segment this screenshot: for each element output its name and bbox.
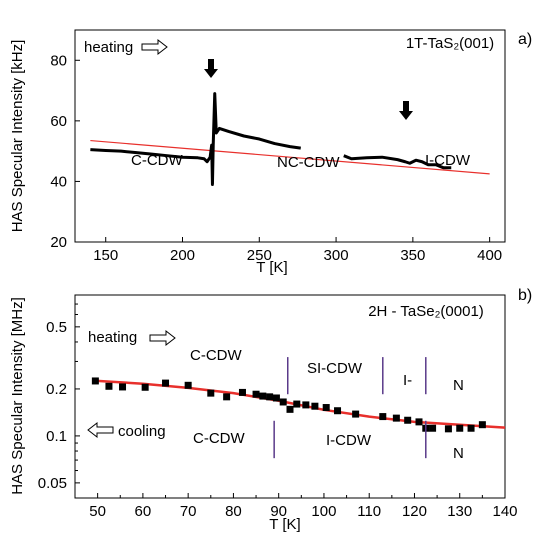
panel-a-ytick-label: 60 <box>50 113 67 130</box>
panel-b-heating-arrow-icon <box>149 329 176 347</box>
panel-a-heating-label: heating <box>84 39 133 56</box>
panel-b-xlabel: T [K] <box>269 516 300 533</box>
panel-b-xtick-label: 70 <box>180 503 197 520</box>
panel-b-data-point <box>392 414 400 422</box>
panel-b-data-point <box>404 416 412 424</box>
panel-a-xtick-label: 350 <box>400 247 425 264</box>
panel-b-data-point <box>272 394 280 402</box>
panel-b-ytick-label: 0.5 <box>46 319 67 336</box>
panel-b-data-point <box>259 392 267 400</box>
panel-b-data-point <box>184 381 192 389</box>
panel-b-cooling-phase-n: N <box>453 445 464 462</box>
panel-b-data-point <box>223 393 231 401</box>
panel-b-cooling-phase-c-cdw: C-CDW <box>193 430 245 447</box>
panel-a-phase-c-cdw: C-CDW <box>131 152 183 169</box>
panel-b-data-point <box>415 418 423 426</box>
panel-a-label: a) <box>518 31 532 48</box>
panel-a-xtick-label: 400 <box>477 247 502 264</box>
panel-a-fit-line <box>90 139 490 175</box>
panel-a-xtick-label: 150 <box>93 247 118 264</box>
panel-b-cooling-label: cooling <box>118 423 166 440</box>
panel-b-data-point <box>279 398 287 406</box>
panel-b-xtick-label: 50 <box>89 503 106 520</box>
panel-b-data-point <box>322 404 330 412</box>
panel-b-data-point <box>207 389 215 397</box>
panel-a-xlabel: T [K] <box>256 259 287 276</box>
panel-b-heating-phase-si-cdw: SI-CDW <box>307 360 363 377</box>
panel-b-ytick-label: 0.1 <box>46 428 67 445</box>
panel-b-cooling-annotation: cooling <box>87 421 166 440</box>
panel-b-data-point <box>311 402 319 410</box>
panel-b-data-point <box>302 401 310 409</box>
panel-b-data-point <box>238 388 246 396</box>
panel-b-xtick-label: 60 <box>135 503 152 520</box>
panel-a-sample-title: 1T-TaS₂(001) <box>406 35 494 52</box>
panel-b-xtick-label: 100 <box>311 503 336 520</box>
panel-b-heating-phase-c-cdw: C-CDW <box>190 347 242 364</box>
panel-b-xtick-label: 140 <box>492 503 517 520</box>
panel-b-data-point <box>379 413 387 421</box>
panel-a-ylabel: HAS Specular Intensity [kHz] <box>9 40 26 233</box>
panel-a-heating-annotation: heating <box>84 38 168 56</box>
panel-b-xtick-label: 110 <box>357 503 381 520</box>
panel-b-xtick-label: 130 <box>447 503 472 520</box>
panel-b-frame <box>74 294 506 499</box>
panel-a-transition-arrow-icon <box>399 101 413 120</box>
panel-b-data-point <box>266 393 274 401</box>
panel-b-data-point <box>352 410 360 418</box>
panel-a-ytick-label: 40 <box>50 173 67 190</box>
panel-a-heating-arrow-icon <box>141 38 168 56</box>
panel-a-ytick-label: 80 <box>50 52 67 69</box>
panel-a-measured-line <box>90 92 301 186</box>
panel-b-cooling-phase-i-cdw: I-CDW <box>326 432 372 449</box>
panel-b-ytick-label: 0.05 <box>38 475 67 492</box>
panel-a-transition-arrow-icon <box>204 59 218 78</box>
panel-b-data-point <box>141 383 149 391</box>
panel-b-data-point <box>444 425 452 433</box>
panel-b-xtick-label: 80 <box>225 503 242 520</box>
panel-b-heating-phase-i: I- <box>403 372 412 389</box>
panel-b-heating-annotation: heating <box>88 329 176 347</box>
panel-b-data-point <box>91 377 99 385</box>
panel-b-cooling-arrow-icon <box>87 421 114 439</box>
panel-b-ylabel: HAS Specular Intensity [MHz] <box>9 297 26 495</box>
panel-b-heating-phase-n: N <box>453 377 464 394</box>
panel-a-measured-line <box>343 154 452 170</box>
panel-a-phase-nc-cdw: NC-CDW <box>277 154 340 171</box>
panel-b-data-point <box>429 424 437 432</box>
panel-b-data-point <box>334 407 342 415</box>
panel-b-ytick-label: 0.2 <box>46 381 67 398</box>
panel-b-sample-title: 2H - TaSe₂(0001) <box>368 303 484 320</box>
panel-b-data-point <box>478 421 486 429</box>
panel-b-xtick-label: 120 <box>402 503 427 520</box>
panel-b-data-point <box>467 424 475 432</box>
panel-a-xtick-label: 250 <box>247 247 272 264</box>
panel-a-ytick-label: 20 <box>50 234 67 251</box>
panel-b-heating-label: heating <box>88 329 137 346</box>
panel-b-data-point <box>252 390 260 398</box>
panel-a-xtick-label: 200 <box>170 247 195 264</box>
panel-b-label: b) <box>518 287 532 304</box>
panel-b-data-point <box>162 379 170 387</box>
panel-b-data-point <box>286 405 294 413</box>
panel-b-data-point <box>105 382 113 390</box>
panel-b-data-point <box>119 383 127 391</box>
panel-a-phase-i-cdw: I-CDW <box>425 152 471 169</box>
panel-b-data-point <box>293 400 301 408</box>
panel-a-frame <box>74 29 506 243</box>
panel-b-xtick-label: 90 <box>270 503 287 520</box>
panel-b-data-point <box>456 424 464 432</box>
panel-a-xtick-label: 300 <box>324 247 349 264</box>
